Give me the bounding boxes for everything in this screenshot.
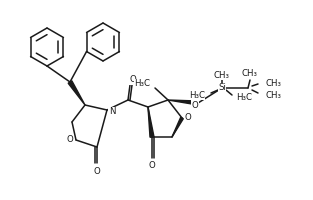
Text: O: O: [185, 114, 191, 122]
Text: O: O: [149, 160, 155, 170]
Text: N: N: [109, 108, 115, 116]
Polygon shape: [168, 100, 198, 105]
Polygon shape: [68, 81, 85, 105]
Text: CH₃: CH₃: [242, 70, 258, 78]
Text: CH₃: CH₃: [266, 92, 282, 100]
Text: O: O: [192, 100, 198, 110]
Text: Si: Si: [218, 84, 226, 92]
Text: O: O: [94, 166, 100, 176]
Polygon shape: [172, 117, 183, 137]
Text: H₃C: H₃C: [134, 79, 150, 88]
Text: CH₃: CH₃: [266, 78, 282, 88]
Text: H₃C: H₃C: [236, 94, 252, 102]
Text: O: O: [67, 136, 73, 144]
Text: H₃C: H₃C: [189, 90, 205, 99]
Text: CH₃: CH₃: [214, 71, 230, 79]
Text: O: O: [130, 75, 136, 84]
Polygon shape: [148, 107, 154, 137]
